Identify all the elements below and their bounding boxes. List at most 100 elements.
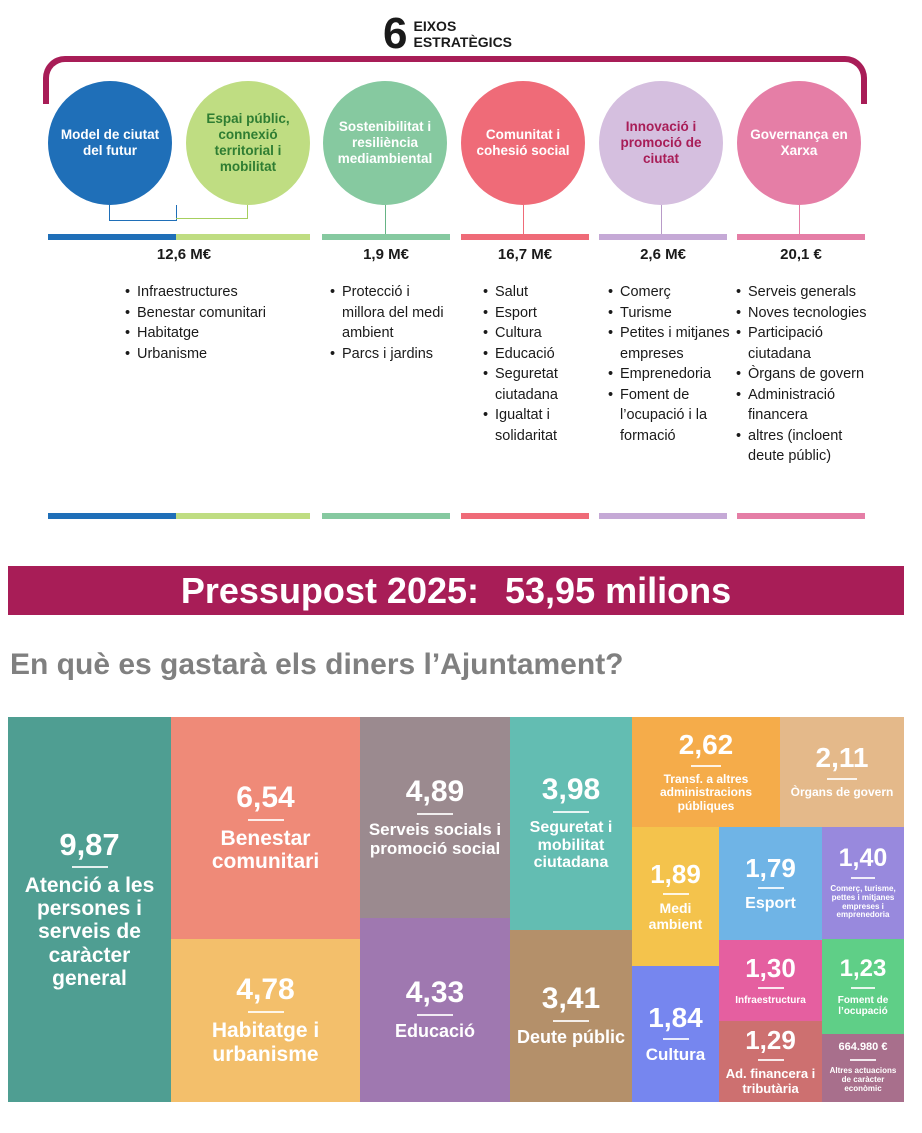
treemap-label: Benestar comunitari xyxy=(211,826,320,873)
axis-circle-6: Governança en Xarxa xyxy=(737,81,861,205)
axis-bottom-bar-6 xyxy=(737,513,865,519)
treemap-tile: 1,40 Comerç, turisme, pettes i mitjanes e… xyxy=(822,827,904,939)
treemap-tile: 1,79 Esport xyxy=(719,827,822,940)
axis-bottom-bar-1 xyxy=(48,513,176,519)
list-item: Urbanisme xyxy=(125,344,305,365)
treemap-tile: 4,33 Educació xyxy=(360,918,510,1102)
treemap-tile: 3,98 Seguretat i mobilitat ciutadana xyxy=(510,717,632,930)
treemap-value: 1,23 xyxy=(839,954,887,982)
axes-header-line1: EIXOS xyxy=(413,18,457,34)
axis-bottom-bar-4 xyxy=(461,513,589,519)
treemap-label: Cultura xyxy=(645,1044,706,1064)
treemap-value: 3,98 xyxy=(541,773,601,807)
treemap-tile: 664.980 € Altres actuacions de caràcter e… xyxy=(822,1034,904,1102)
treemap-label: Habitatge i urbanisme xyxy=(211,1019,320,1066)
axes-header-text: EIXOS ESTRATÈGICS xyxy=(413,18,512,50)
list-item: Turisme xyxy=(608,303,733,324)
axis-title-2: Espai públic, connexió territorial i mob… xyxy=(206,111,290,174)
list-item: Igualtat i solidaritat xyxy=(483,405,593,446)
axis-items-5: ComerçTurismePetites i mitjanes empreses… xyxy=(608,282,733,446)
treemap-tile: 1,23 Foment de l’ocupació xyxy=(822,939,904,1034)
treemap-value: 4,78 xyxy=(236,973,295,1007)
treemap-label: Educació xyxy=(394,1021,476,1042)
treemap-divider xyxy=(247,1011,284,1014)
axis-items-4: SalutEsportCulturaEducacióSeguretat ciut… xyxy=(483,282,593,446)
treemap-divider xyxy=(851,986,875,989)
axis-amount-4: 16,7 M€ xyxy=(497,246,553,263)
treemap-label: Seguretat i mobilitat ciutadana xyxy=(529,819,613,872)
treemap-tile: 1,30 Infraestructura xyxy=(719,940,822,1021)
axis-title-1: Model de ciutat del futur xyxy=(60,127,160,158)
treemap-tile: 3,41 Deute públic xyxy=(510,930,632,1102)
axis-amount-3: 1,9 M€ xyxy=(363,246,409,263)
list-item: Salut xyxy=(483,282,593,303)
treemap-value: 4,33 xyxy=(405,976,465,1010)
axis-circle-5: Innovació i promoció de ciutat xyxy=(599,81,723,205)
axis-items-3: Protecció i millora del medi ambientParc… xyxy=(330,282,455,364)
treemap-tile: 4,89 Serveis socials i promoció social xyxy=(360,717,510,918)
treemap-value: 2,62 xyxy=(678,729,734,761)
connector-6 xyxy=(799,205,800,234)
connector-5 xyxy=(661,205,662,234)
list-item: Parcs i jardins xyxy=(330,344,455,365)
list-item: Administració financera xyxy=(736,385,871,426)
treemap-value: 1,89 xyxy=(650,859,701,890)
treemap-tile: 9,87 Atenció a les persones i serveis de … xyxy=(8,717,171,1102)
treemap-label: Transf. a altres administracions públiqu… xyxy=(659,772,753,813)
treemap-label: Ad. financera i tributària xyxy=(725,1066,816,1096)
treemap-tile: 2,62 Transf. a altres administracions púb… xyxy=(632,717,780,827)
list-item: Cultura xyxy=(483,323,593,344)
treemap-tile: 2,11 Òrgans de govern xyxy=(780,717,904,827)
list-item: altres (incloent deute públic) xyxy=(736,426,871,467)
treemap-divider xyxy=(851,876,875,879)
list-item: Foment de l’ocupació i la formació xyxy=(608,385,733,447)
connector-1 xyxy=(109,205,177,221)
treemap-divider xyxy=(553,1020,589,1023)
treemap-label: Deute públic xyxy=(516,1027,625,1048)
treemap-value: 4,89 xyxy=(405,774,465,808)
treemap-tile: 1,89 Medi ambient xyxy=(632,827,719,966)
connector-2 xyxy=(176,205,248,219)
treemap-value: 1,29 xyxy=(745,1025,796,1056)
axis-bar-6 xyxy=(737,234,865,240)
list-item: Participació ciutadana xyxy=(736,323,871,364)
axis-title-3: Sostenibilitat i resiliència mediambient… xyxy=(337,119,433,166)
list-item: Protecció i millora del medi ambient xyxy=(330,282,455,344)
list-item: Habitatge xyxy=(125,323,305,344)
treemap-divider xyxy=(827,778,857,781)
strategic-axes-header: 6 EIXOS ESTRATÈGICS xyxy=(383,9,512,58)
treemap-label: Infraestructura xyxy=(735,995,806,1006)
list-item: Infraestructures xyxy=(125,282,305,303)
connector-4 xyxy=(523,205,524,234)
treemap-tile: 1,29 Ad. financera i tributària xyxy=(719,1021,822,1102)
treemap-divider xyxy=(417,1014,453,1017)
list-item: Esport xyxy=(483,303,593,324)
treemap-divider xyxy=(757,1059,784,1062)
axis-bar-2 xyxy=(176,234,310,240)
treemap-divider xyxy=(247,818,284,821)
axes-count: 6 xyxy=(383,9,408,58)
axis-bar-3 xyxy=(322,234,450,240)
axes-bracket xyxy=(43,56,867,104)
treemap-value: 664.980 € xyxy=(838,1041,888,1054)
treemap-divider xyxy=(757,987,784,989)
list-item: Educació xyxy=(483,344,593,365)
axis-circle-4: Comunitat i cohesió social xyxy=(461,81,585,205)
treemap-title: En què es gastarà els diners l’Ajuntamen… xyxy=(10,648,624,681)
treemap-divider xyxy=(417,812,453,815)
list-item: Seguretat ciutadana xyxy=(483,364,593,405)
treemap-label: Atenció a les persones i serveis de carà… xyxy=(24,874,155,990)
treemap-tile: 4,78 Habitatge i urbanisme xyxy=(171,939,360,1102)
treemap-divider xyxy=(71,866,108,869)
treemap-label: Comerç, turisme, pettes i mitjanes empre… xyxy=(830,883,896,920)
treemap-label: Medi ambient xyxy=(648,900,703,932)
axes-header-line2: ESTRATÈGICS xyxy=(413,34,513,50)
list-item: Petites i mitjanes empreses xyxy=(608,323,733,364)
list-item: Noves tecnologies xyxy=(736,303,871,324)
axis-bottom-bar-2 xyxy=(176,513,310,519)
treemap-value: 3,41 xyxy=(541,982,601,1016)
treemap-value: 1,30 xyxy=(745,953,796,983)
treemap-divider xyxy=(691,765,721,768)
list-item: Emprenedoria xyxy=(608,364,733,385)
axis-bottom-bar-5 xyxy=(599,513,727,519)
